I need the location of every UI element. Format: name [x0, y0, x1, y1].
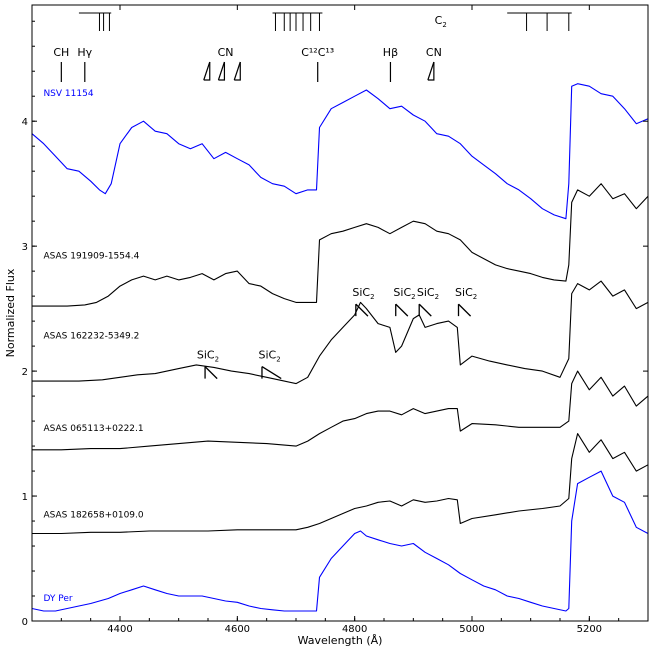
- sic2-slope-2: [261, 366, 282, 380]
- sic2-subscript-6: 2: [473, 293, 477, 301]
- plot-frame: [31, 4, 649, 622]
- cn-head-3-1: [203, 62, 211, 81]
- sic2-slope-6: [458, 303, 472, 317]
- sic2-subscript-4: 2: [411, 293, 415, 301]
- series-line-5: [32, 433, 649, 535]
- series-label-3: ASAS 162232-5349.2: [43, 332, 139, 342]
- sic2-label-2: SiC2: [258, 349, 280, 364]
- x-tick-label-5: 5200: [577, 624, 602, 635]
- series-label-layer: NSV 11154 ASAS 191909-1554.4 ASAS 162232-5…: [43, 89, 143, 604]
- series-line-6: [31, 470, 649, 612]
- series-line-2: [32, 183, 649, 307]
- cn-head-3-2: [218, 62, 226, 81]
- cn-slope-6-1: [427, 61, 435, 81]
- sic2-label-3: SiC2: [352, 286, 374, 301]
- y-tick-label-2: 1: [22, 492, 28, 503]
- sic2-label-1: SiC2: [197, 349, 219, 364]
- line-id-label-6: CN: [426, 46, 442, 59]
- c2-label: C2: [435, 14, 447, 29]
- cn-head-3-3: [234, 62, 241, 81]
- x-tick-label-3: 4800: [342, 624, 367, 635]
- c2-subscript: 2: [442, 21, 446, 29]
- series-label-5: ASAS 182658+0109.0: [43, 510, 143, 520]
- line-id-label-4: C¹²C¹³: [301, 46, 334, 59]
- series-line-1: [31, 83, 649, 220]
- line-id-label-3: CN: [218, 46, 234, 59]
- sic2-slope-1: [204, 366, 218, 380]
- sic2-subscript-3: 2: [370, 293, 374, 301]
- y-axis-label: Normalized Flux: [4, 268, 17, 357]
- sic2-label-4: SiC2: [393, 286, 415, 301]
- line-id-label-2: Hγ: [77, 46, 92, 59]
- series-label-6: DY Per: [43, 594, 72, 604]
- cn-slope-3-2: [217, 61, 225, 81]
- cn-head-6-1: [427, 62, 435, 81]
- line-id-label-5: Hβ: [383, 46, 398, 59]
- x-tick-label-2: 4600: [225, 624, 250, 635]
- y-tick-label-5: 4: [22, 117, 28, 128]
- sic2-label-5: SiC2: [417, 286, 439, 301]
- sic2-slope-3: [355, 303, 369, 317]
- cn-slope-3-1: [203, 61, 211, 81]
- y-tick-label-1: 0: [22, 617, 28, 628]
- series-label-1: NSV 11154: [43, 89, 93, 99]
- axis-ticks: 4400 4600 4800 5000 5200 0 1 2 3 4: [22, 5, 649, 635]
- x-tick-label-1: 4400: [107, 624, 132, 635]
- series-line-3: [32, 280, 649, 385]
- sic2-subscript-2: 2: [276, 356, 280, 364]
- sic2-subscript-1: 2: [215, 356, 219, 364]
- x-axis-label: Wavelength (Å): [298, 634, 383, 647]
- series-label-2: ASAS 191909-1554.4: [43, 252, 139, 262]
- y-tick-label-4: 3: [22, 242, 28, 253]
- sic2-slope-4: [395, 303, 409, 317]
- series-label-4: ASAS 065113+0222.1: [43, 424, 143, 434]
- series-line-4: [32, 370, 649, 451]
- series-layer: [31, 83, 649, 612]
- x-tick-label-4: 5000: [459, 624, 484, 635]
- line-id-label-1: CH: [53, 46, 69, 59]
- cn-slope-3-3: [233, 61, 241, 81]
- y-tick-label-3: 2: [22, 367, 28, 378]
- sic2-slope-5: [418, 303, 432, 317]
- sic2-subscript-5: 2: [435, 293, 439, 301]
- sic2-label-6: SiC2: [455, 286, 477, 301]
